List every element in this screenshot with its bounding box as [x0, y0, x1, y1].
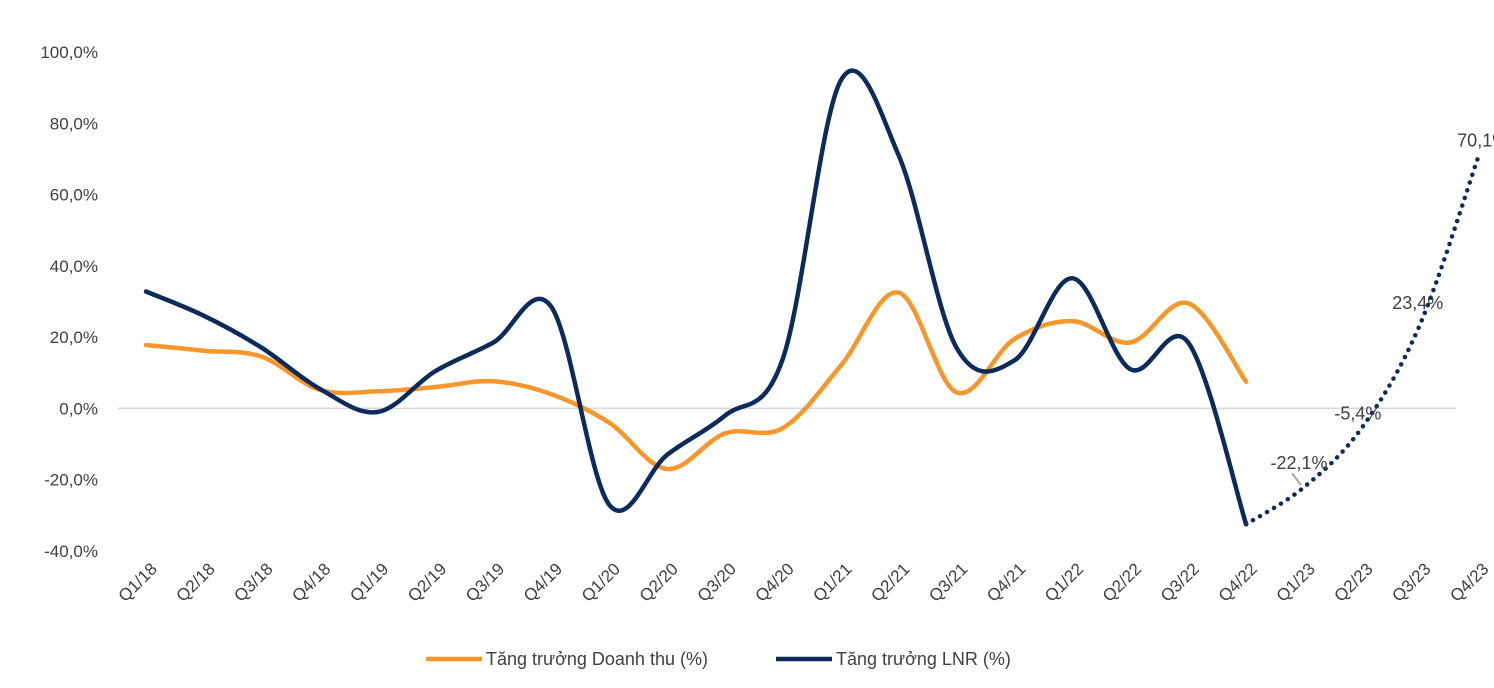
x-tick-label: Q2/18: [173, 559, 219, 605]
x-tick-label: Q1/18: [115, 559, 161, 605]
forecast-data-label: -5,4%: [1334, 404, 1381, 424]
x-tick-label: Q2/22: [1099, 559, 1145, 605]
x-tick-label: Q3/22: [1157, 559, 1203, 605]
y-tick-label: 60,0%: [50, 186, 98, 205]
x-tick-label: Q4/18: [288, 559, 334, 605]
x-axis: Q1/18 Q2/18 Q3/18 Q4/18 Q1/19 Q2/19 Q3/19 Q4/19…: [115, 559, 1493, 605]
x-tick-label: Q2/23: [1331, 559, 1377, 605]
y-tick-label: 100,0%: [40, 43, 98, 62]
annotation-leader-line: [1291, 472, 1302, 486]
x-tick-label: Q3/19: [462, 559, 508, 605]
x-tick-label: Q2/21: [867, 559, 913, 605]
x-tick-label: Q3/23: [1388, 559, 1434, 605]
series-line-profit: [143, 68, 1249, 527]
y-tick-label: 20,0%: [50, 328, 98, 347]
y-tick-label: 80,0%: [50, 114, 98, 133]
annotation-layer: -22,1% -5,4% 23,4% 70,1%: [1270, 131, 1494, 486]
x-tick-label: Q3/20: [694, 559, 740, 605]
forecast-data-label: 70,1%: [1457, 131, 1494, 151]
x-tick-label: Q1/19: [346, 559, 392, 605]
series-line-revenue: [143, 290, 1249, 472]
x-tick-label: Q1/22: [1041, 559, 1087, 605]
legend-label: Tăng trưởng Doanh thu (%): [486, 649, 708, 669]
x-tick-label: Q4/21: [983, 559, 1029, 605]
x-tick-label: Q4/20: [752, 559, 798, 605]
forecast-data-label: 23,4%: [1392, 293, 1443, 313]
y-tick-label: -40,0%: [44, 542, 98, 561]
x-tick-label: Q4/22: [1215, 559, 1261, 605]
series-layer: [143, 68, 1249, 527]
x-tick-label: Q3/18: [230, 559, 276, 605]
forecast-data-label: -22,1%: [1270, 453, 1327, 473]
y-axis: 100,0% 80,0% 60,0% 40,0% 20,0% 0,0% -20,0% -40,…: [40, 43, 98, 561]
y-tick-label: 40,0%: [50, 257, 98, 276]
legend-label: Tăng trưởng LNR (%): [836, 649, 1011, 669]
x-tick-label: Q1/20: [578, 559, 624, 605]
x-tick-label: Q1/21: [809, 559, 855, 605]
y-tick-label: -20,0%: [44, 471, 98, 490]
x-tick-label: Q1/23: [1273, 559, 1319, 605]
x-tick-label: Q4/23: [1446, 559, 1492, 605]
y-tick-label: 0,0%: [59, 399, 98, 418]
x-tick-label: Q4/19: [520, 559, 566, 605]
forecast-layer: [1243, 156, 1480, 527]
x-tick-label: Q2/19: [404, 559, 450, 605]
legend: Tăng trưởng Doanh thu (%) Tăng trưởng LNR…: [426, 649, 1011, 669]
x-tick-label: Q3/21: [925, 559, 971, 605]
x-tick-label: Q2/20: [636, 559, 682, 605]
forecast-line: [1243, 156, 1480, 527]
